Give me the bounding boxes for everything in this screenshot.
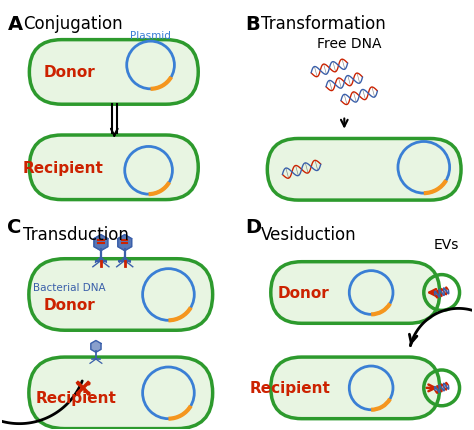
- Text: B: B: [245, 15, 260, 34]
- FancyBboxPatch shape: [29, 357, 213, 429]
- Text: Plasmid: Plasmid: [130, 31, 171, 41]
- Text: EVs: EVs: [434, 237, 459, 251]
- FancyBboxPatch shape: [29, 40, 198, 105]
- Text: D: D: [245, 218, 261, 237]
- FancyBboxPatch shape: [29, 259, 213, 331]
- Polygon shape: [91, 341, 101, 353]
- Text: C: C: [8, 218, 22, 237]
- Text: Conjugation: Conjugation: [23, 15, 123, 33]
- Text: Donor: Donor: [278, 286, 329, 300]
- Text: A: A: [8, 15, 23, 34]
- Text: Recipient: Recipient: [36, 390, 117, 405]
- Polygon shape: [118, 235, 132, 251]
- Text: Free DNA: Free DNA: [317, 37, 382, 51]
- Text: Vesiduction: Vesiduction: [261, 225, 356, 243]
- Text: Donor: Donor: [43, 297, 95, 312]
- Text: Transduction: Transduction: [23, 225, 129, 243]
- Text: Recipient: Recipient: [249, 381, 330, 396]
- FancyBboxPatch shape: [271, 262, 440, 323]
- Text: Transformation: Transformation: [261, 15, 385, 33]
- Polygon shape: [94, 235, 108, 251]
- FancyBboxPatch shape: [271, 357, 440, 419]
- FancyBboxPatch shape: [267, 139, 461, 201]
- FancyBboxPatch shape: [29, 136, 198, 200]
- Text: Recipient: Recipient: [23, 160, 103, 175]
- Text: Bacterial DNA: Bacterial DNA: [33, 282, 105, 292]
- Text: Donor: Donor: [43, 65, 95, 80]
